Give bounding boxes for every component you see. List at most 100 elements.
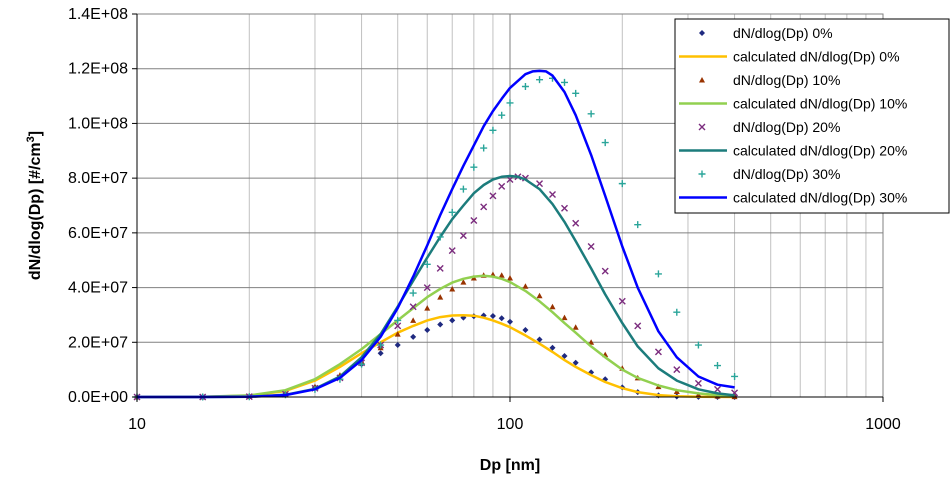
data-point (507, 274, 513, 281)
data-point (536, 180, 544, 188)
series-line (136, 313, 735, 399)
data-point (448, 208, 456, 216)
data-point (424, 326, 431, 333)
data-point (634, 322, 642, 330)
y-tick-label: 4.0E+07 (68, 280, 128, 297)
data-point (489, 192, 497, 200)
y-tick-label: 2.0E+07 (68, 334, 128, 351)
data-point (561, 314, 568, 321)
data-point (601, 267, 609, 275)
legend-box (674, 18, 950, 214)
data-point (673, 366, 681, 374)
series-line (137, 69, 735, 399)
series-line (136, 274, 735, 399)
legend-swatch (698, 123, 706, 131)
data-point (561, 78, 569, 86)
data-point (521, 82, 529, 90)
data-point (536, 336, 543, 343)
data-point (522, 283, 529, 289)
data-point (459, 232, 467, 240)
x-tick-label: 100 (497, 416, 524, 433)
data-point (549, 344, 556, 351)
data-point (549, 303, 556, 310)
y-axis-title-superscript: 3 (25, 136, 37, 142)
y-tick-label: 8.0E+07 (68, 170, 128, 187)
data-point (654, 270, 662, 278)
series-3 (136, 274, 735, 399)
data-point (423, 260, 431, 268)
data-point (522, 326, 529, 333)
data-point (377, 350, 384, 357)
data-point (694, 341, 702, 349)
legend-label: calculated dN/dlog(Dp) 0% (733, 49, 900, 65)
legend: dN/dlog(Dp) 0% calculated dN/dlog(Dp) 0% d… (674, 18, 950, 214)
data-point (409, 303, 417, 311)
data-point (449, 317, 456, 324)
data-point (536, 292, 543, 299)
y-tick-label: 0.0E+00 (68, 389, 128, 406)
data-point (498, 315, 505, 322)
data-point (449, 285, 456, 292)
data-point (409, 289, 417, 297)
data-point (437, 294, 444, 300)
data-point (731, 372, 739, 380)
data-point (470, 217, 478, 225)
data-point (506, 99, 514, 107)
data-point (588, 339, 595, 345)
data-point (394, 342, 401, 349)
data-point (394, 322, 402, 330)
y-tick-label: 1.4E+08 (68, 6, 128, 23)
legend-label: dN/dlog(Dp) 10% (733, 72, 840, 88)
legend-label: calculated dN/dlog(Dp) 30% (733, 190, 907, 206)
x-axis: 10 100 1000 (128, 396, 901, 433)
data-point (480, 203, 488, 211)
data-point (377, 341, 385, 349)
legend-label: dN/dlog(Dp) 20% (733, 119, 840, 135)
legend-label: dN/dlog(Dp) 30% (733, 166, 840, 182)
data-point (572, 324, 579, 330)
data-point (394, 316, 402, 324)
data-point (498, 182, 506, 190)
data-point (587, 110, 595, 118)
data-point (587, 243, 595, 251)
data-point (714, 385, 721, 393)
data-point (572, 359, 579, 366)
data-point (498, 272, 505, 278)
data-point (561, 204, 569, 212)
data-point (410, 333, 417, 340)
data-point (673, 308, 681, 316)
x-tick-label: 10 (128, 416, 146, 433)
legend-label: calculated dN/dlog(Dp) 20% (733, 143, 907, 159)
y-tick-label: 1.2E+08 (68, 61, 128, 78)
x-axis-title: Dp [nm] (480, 457, 540, 474)
data-point (489, 126, 497, 134)
data-point (618, 297, 626, 305)
data-point (536, 76, 544, 84)
legend-swatch (699, 30, 705, 36)
data-point (480, 144, 488, 152)
data-point (618, 180, 626, 188)
legend-label: calculated dN/dlog(Dp) 10% (733, 96, 907, 112)
y-axis-title-main: dN/dlog(Dp) [#/cm (27, 142, 44, 280)
series-7 (137, 69, 735, 399)
data-point (470, 163, 478, 171)
data-point (489, 313, 496, 320)
data-point (436, 233, 444, 241)
data-point (507, 318, 513, 325)
data-point (394, 331, 401, 337)
y-axis-title-end: ] (27, 131, 44, 136)
y-tick-label: 6.0E+07 (68, 225, 128, 242)
data-point (498, 111, 506, 119)
data-point (694, 379, 702, 387)
series-1 (136, 313, 735, 399)
data-point (654, 348, 662, 356)
x-tick-label: 1000 (865, 416, 901, 433)
data-point (601, 139, 609, 147)
data-point (549, 191, 556, 199)
data-point (506, 176, 514, 184)
series-layer (133, 69, 739, 401)
y-axis: 0.0E+00 2.0E+07 4.0E+07 6.0E+07 8.0E+07 1.0E+… (68, 6, 138, 406)
data-point (561, 352, 568, 359)
data-point (714, 362, 722, 370)
